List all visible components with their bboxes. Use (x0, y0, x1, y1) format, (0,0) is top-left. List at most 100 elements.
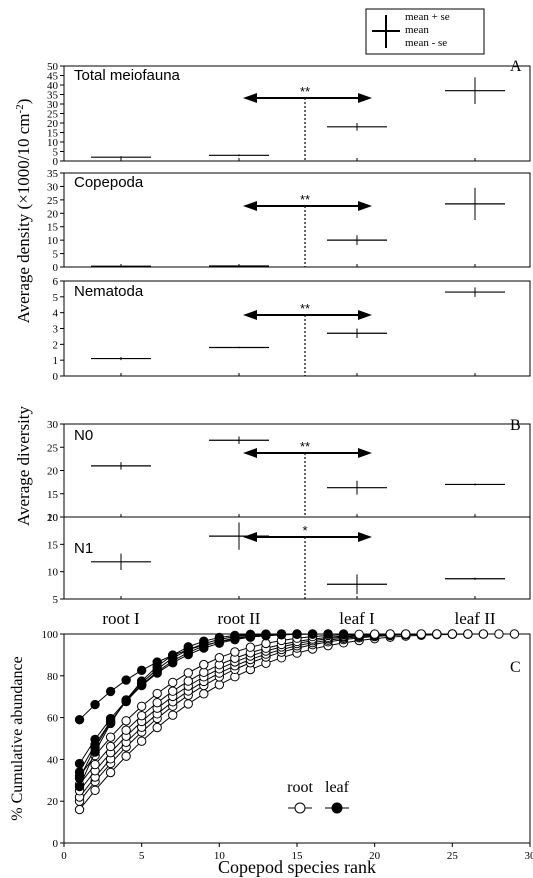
x-tick-label: 20 (369, 850, 381, 862)
panel-5: 5 10 15 20 N1 * (47, 512, 531, 606)
arrow-head-right (358, 310, 372, 320)
arrow-head-right (358, 93, 372, 103)
legend-label-mean-plus-se: mean + se (405, 11, 450, 23)
panel-c: 0 20 40 60 80 100 0 5 10 15 20 25 30 Copepod species … (9, 629, 533, 877)
series-point (90, 759, 100, 770)
y-tick-label: 0 (53, 838, 59, 850)
y-tick-label: 10 (47, 235, 59, 247)
series-point (152, 661, 162, 671)
arrow-head-right (358, 448, 372, 458)
series-point (105, 718, 116, 729)
y-tick-label: 30 (47, 181, 59, 193)
series-root (74, 629, 473, 802)
x-tick-label: 30 (525, 850, 533, 862)
series-point (121, 725, 131, 735)
legend-label-mean: mean (405, 24, 429, 36)
panel-title: N0 (74, 427, 93, 444)
series-point (307, 629, 318, 639)
y-tick-label: 1 (53, 355, 59, 367)
series-point (74, 804, 85, 815)
series-point (168, 710, 178, 720)
y-tick-label: 5 (53, 292, 59, 304)
y-tick-label: 40 (47, 754, 59, 766)
y-tick-label: 4 (53, 308, 59, 320)
arrow-head-right (358, 201, 372, 211)
series-point (152, 722, 162, 733)
y-tick-label: 20 (47, 512, 59, 524)
series-point (276, 629, 287, 639)
x-axis-label: Copepod species rank (218, 857, 376, 877)
significance-label: * (302, 523, 307, 538)
arrow-head-left (243, 310, 257, 320)
series-point (183, 676, 193, 686)
arrow-head-left (243, 93, 257, 103)
series-point (245, 629, 256, 640)
y-tick-label: 25 (47, 109, 59, 121)
arrow-head-left (243, 201, 257, 211)
y-tick-label: 35 (47, 90, 59, 102)
series-point (74, 781, 85, 792)
series-point (136, 701, 147, 711)
legend-root-marker (294, 802, 306, 814)
series-leaf (74, 629, 287, 792)
series-line (79, 633, 329, 764)
series-point (354, 629, 364, 639)
panel-4: 10 15 20 25 30 N0 B ** (47, 417, 531, 524)
panel-3: 0 1 2 3 4 5 6 Nematoda ** (53, 276, 531, 383)
series-line (79, 633, 406, 777)
series-point (183, 699, 193, 709)
y-tick-label: 2 (53, 339, 59, 351)
series-point (168, 677, 178, 688)
y-tick-label: 50 (47, 61, 59, 73)
panel-frame (63, 423, 531, 518)
series-point (292, 629, 302, 639)
category-label: leaf I (339, 609, 375, 628)
x-tick-label: 0 (61, 850, 67, 862)
category-label: root I (102, 609, 140, 628)
density-ylabel: Average density (×1000/10 cm-2) (14, 99, 33, 324)
y-tick-label: 15 (47, 128, 59, 140)
series-point (494, 629, 504, 639)
series-point (385, 629, 395, 639)
significance-label: ** (300, 84, 310, 99)
series-point (230, 647, 240, 657)
density-ylabel-main: Average density (×1000/10 cm (14, 113, 33, 323)
y-tick-label: 10 (47, 567, 59, 579)
series-point (74, 714, 85, 725)
series-point (90, 785, 100, 795)
series-point (416, 629, 426, 639)
x-tick-label: 15 (292, 850, 304, 862)
panel-letter: A (510, 58, 522, 75)
density-ylabel-sup: -2 (14, 104, 26, 113)
series-point (121, 716, 131, 726)
density-ylabel-end: ) (14, 99, 33, 105)
series-point (338, 629, 349, 639)
series-point (183, 668, 193, 678)
series-point (105, 767, 116, 778)
arrow-head-right (358, 532, 372, 542)
panel-frame (63, 172, 531, 268)
series-point (136, 665, 147, 676)
y-tick-label: 0 (53, 156, 59, 168)
series-point (136, 736, 147, 746)
panel-frame (63, 516, 531, 600)
series-point (509, 629, 520, 639)
series-point (214, 680, 225, 690)
series-point (121, 675, 131, 685)
significance-label: ** (300, 301, 310, 316)
series-point (136, 676, 147, 686)
y-axis-label: % Cumulative abundance (9, 656, 26, 820)
series-root (74, 629, 458, 796)
panel-title: Nematoda (74, 283, 144, 300)
series-point (463, 629, 473, 639)
series-point (152, 697, 162, 708)
series-point (183, 642, 193, 652)
legend-box: mean + se mean mean - se (365, 8, 485, 55)
series-point (152, 688, 162, 699)
y-tick-label: 20 (47, 466, 59, 478)
y-tick-label: 20 (47, 118, 59, 130)
panel-letter: C (510, 659, 521, 676)
